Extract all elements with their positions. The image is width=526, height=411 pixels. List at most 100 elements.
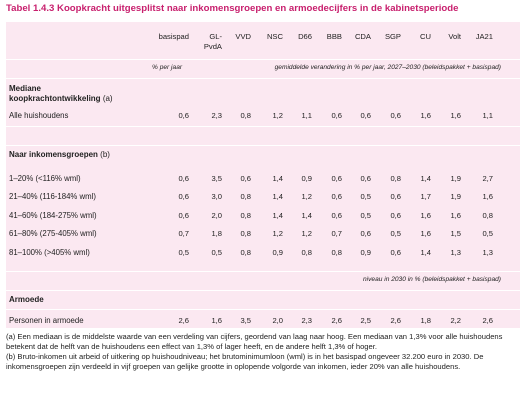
table-row: 61–80% (275-405% wml) 0,7 1,8 0,8 1,2 1,2 0,7 0… xyxy=(6,227,520,241)
row-label: Alle huishoudens xyxy=(9,111,69,120)
table-row: 41–60% (184-275% wml) 0,6 2,0 0,8 1,4 1,4 0,6 0… xyxy=(6,209,520,223)
table-cell: 0,7 xyxy=(178,229,189,239)
column-header: NSC xyxy=(266,32,283,41)
column-header: SGP xyxy=(384,32,401,41)
table-cell: 1,4 xyxy=(272,174,283,183)
table-cell: 1,9 xyxy=(450,174,461,183)
table-cell: 0,8 xyxy=(240,210,251,220)
column-header: VVD xyxy=(235,32,251,41)
table-cell: 1,8 xyxy=(211,229,222,239)
section-title-poverty: Armoede xyxy=(9,295,44,304)
column-header: JA21 xyxy=(475,32,493,41)
table-cell: 0,8 xyxy=(240,247,251,257)
unit-average-change: gemiddelde verandering in % per jaar, 20… xyxy=(274,64,501,71)
table-cell: 1,1 xyxy=(301,111,312,120)
divider xyxy=(6,309,520,310)
table-cell: 0,6 xyxy=(331,210,342,220)
unit-percent-per-year: % per jaar xyxy=(152,64,183,71)
footnotes: (a) Een mediaan is de middelste waarde v… xyxy=(6,332,520,372)
table-cell: 1,1 xyxy=(482,111,493,120)
table-cell: 0,6 xyxy=(178,174,189,183)
footnote-b: (b) Bruto-inkomen uit arbeid of uitkerin… xyxy=(6,352,484,371)
row-label: 81–100% (>405% wml) xyxy=(9,247,90,257)
table-cell: 2,3 xyxy=(211,111,222,120)
unit-level-2030: niveau in 2030 in % (beleidspakket + bas… xyxy=(362,276,501,283)
table-cell: 0,8 xyxy=(331,247,342,257)
table-cell: 1,4 xyxy=(301,210,312,220)
table-cell: 0,8 xyxy=(240,192,251,202)
section-title-median: Mediane koopkrachtontwikkeling (a) xyxy=(9,84,113,103)
table-cell: 2,6 xyxy=(390,316,401,325)
row-label: 21–40% (116-184% wml) xyxy=(9,192,96,202)
table-row: 81–100% (>405% wml) 0,5 0,5 0,8 0,9 0,8 0,8 0,9… xyxy=(6,246,520,260)
row-label: 41–60% (184-275% wml) xyxy=(9,210,97,220)
table-cell: 0,9 xyxy=(272,247,283,257)
divider xyxy=(6,59,520,60)
section-title-income-groups: Naar inkomensgroepen (b) xyxy=(9,150,110,159)
table-cell: 1,6 xyxy=(420,229,431,239)
table-cell: 0,5 xyxy=(482,229,493,239)
table-cell: 0,6 xyxy=(390,192,401,202)
table-cell: 1,8 xyxy=(420,316,431,325)
table-cell: 2,0 xyxy=(211,210,222,220)
divider xyxy=(6,271,520,272)
table-cell: 1,7 xyxy=(420,192,431,202)
table-cell: 1,6 xyxy=(450,111,461,120)
column-header: CDA xyxy=(354,32,371,41)
table-row: Alle huishoudens 0,6 2,3 0,8 1,2 1,1 0,6 0,6 0,6… xyxy=(6,109,520,123)
divider xyxy=(6,78,520,79)
table-cell: 1,3 xyxy=(450,247,461,257)
table-cell: 0,6 xyxy=(331,111,342,120)
table-cell: 0,6 xyxy=(360,111,371,120)
column-header: BBB xyxy=(326,32,342,41)
table-row: Personen in armoede 2,6 1,6 3,5 2,0 2,3 2,6 2,5… xyxy=(6,314,520,328)
table-cell: 0,5 xyxy=(390,229,401,239)
table-row: 21–40% (116-184% wml) 0,6 3,0 0,8 1,4 1,2 0,6 0… xyxy=(6,190,520,204)
table-cell: 1,4 xyxy=(420,247,431,257)
table-cell: 0,8 xyxy=(240,229,251,239)
table-cell: 0,6 xyxy=(331,192,342,202)
table-cell: 3,0 xyxy=(211,192,222,202)
table-cell: 0,6 xyxy=(360,229,371,239)
table-cell: 1,6 xyxy=(211,316,222,325)
divider xyxy=(6,145,520,146)
table-cell: 0,6 xyxy=(178,192,189,202)
table-cell: 1,6 xyxy=(420,111,431,120)
table-cell: 2,5 xyxy=(360,316,371,325)
table-cell: 1,9 xyxy=(450,192,461,202)
table-cell: 0,5 xyxy=(360,210,371,220)
table-title: Tabel 1.4.3 Koopkracht uitgesplitst naar… xyxy=(6,3,459,14)
column-header: basispad xyxy=(158,32,189,41)
table-cell: 0,6 xyxy=(178,210,189,220)
table-cell: 2,6 xyxy=(178,316,189,325)
table-cell: 1,2 xyxy=(301,192,312,202)
table-cell: 0,6 xyxy=(360,174,371,183)
table-cell: 1,2 xyxy=(272,229,283,239)
divider xyxy=(6,126,520,127)
table-cell: 0,9 xyxy=(301,174,312,183)
table-cell: 2,3 xyxy=(301,316,312,325)
table-cell: 2,2 xyxy=(450,316,461,325)
table-cell: 1,2 xyxy=(272,111,283,120)
column-header: GL- PvdA xyxy=(203,32,222,51)
table-row: 1–20% (<116% wml) 0,6 3,5 0,6 1,4 0,9 0,6 0,6 0,… xyxy=(6,172,520,186)
table-cell: 0,6 xyxy=(390,247,401,257)
table-cell: 1,6 xyxy=(482,192,493,202)
table-panel: basispad GL- PvdA VVD NSC D66 BBB CDA SGP CU Volt J… xyxy=(6,22,520,328)
column-header: CU xyxy=(420,32,431,41)
table-cell: 1,3 xyxy=(482,247,493,257)
column-header: D66 xyxy=(298,32,312,41)
table-cell: 3,5 xyxy=(240,316,251,325)
table-cell: 0,8 xyxy=(390,174,401,183)
table-cell: 1,6 xyxy=(420,210,431,220)
divider xyxy=(6,290,520,291)
column-header: Volt xyxy=(448,32,461,41)
table-cell: 0,5 xyxy=(211,247,222,257)
table-cell: 1,6 xyxy=(450,210,461,220)
table-cell: 0,8 xyxy=(240,111,251,120)
table-cell: 0,8 xyxy=(482,210,493,220)
row-label: 61–80% (275-405% wml) xyxy=(9,229,97,239)
table-cell: 0,5 xyxy=(360,192,371,202)
row-label: 1–20% (<116% wml) xyxy=(9,174,81,183)
table-cell: 0,6 xyxy=(390,210,401,220)
